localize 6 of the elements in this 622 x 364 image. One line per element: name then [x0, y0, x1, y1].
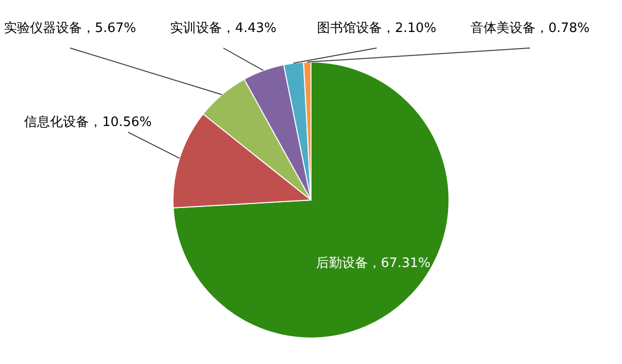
- slice-label: 实训设备，4.43%: [169, 20, 278, 37]
- slice-label: 音体美设备，0.78%: [469, 20, 591, 37]
- slice-label: 图书馆设备，2.10%: [316, 20, 438, 37]
- slice-label: 后勤设备，67.31%: [314, 254, 432, 272]
- slice-label: 信息化设备，10.56%: [23, 114, 153, 132]
- slice-label: 实验仪器设备，5.67%: [2, 20, 138, 37]
